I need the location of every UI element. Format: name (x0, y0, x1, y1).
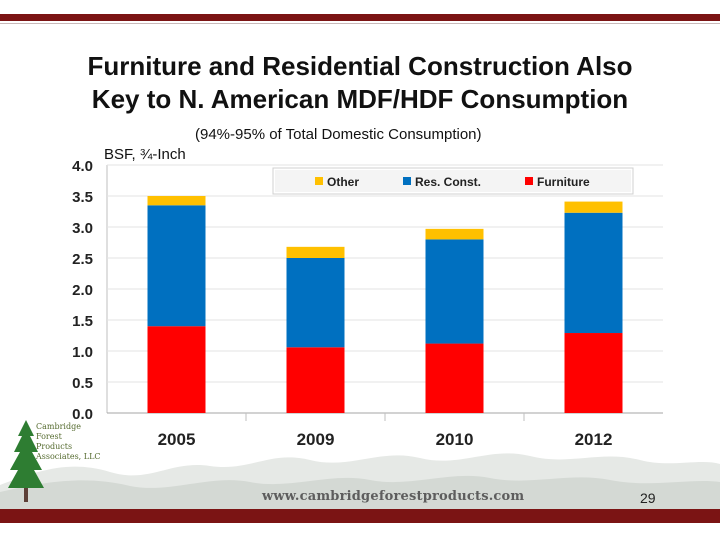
bar-segment-other-2012 (564, 201, 623, 213)
logo-line-1: Cambridge (36, 422, 81, 431)
bottom-accent-bar (0, 509, 720, 523)
slide-title-line-2: Key to N. American MDF/HDF Consumption (91, 84, 629, 114)
x-tick-labels: 2005 2009 2010 2012 (158, 430, 613, 449)
legend-label: Res. Const. (415, 175, 481, 189)
y-tick-label: 3.0 (72, 220, 93, 237)
slide-title: Furniture and Residential Construction A… (20, 50, 700, 116)
bar-segment-res-const-2009 (286, 258, 345, 348)
legend-label: Furniture (537, 175, 590, 189)
bar-segment-res-const-2012 (564, 212, 623, 334)
legend: Other Res. Const. Furniture (272, 167, 634, 195)
bar-segment-other-2005 (147, 196, 206, 206)
footer-hills-decoration (0, 453, 720, 510)
legend-label: Other (327, 175, 359, 189)
tree-icon (8, 420, 44, 502)
x-tick-label: 2010 (436, 430, 474, 449)
y-tick-label: 0.5 (72, 375, 93, 392)
y-axis-unit-label: BSF, ¾-Inch (104, 146, 186, 163)
y-tick-label: 2.0 (72, 282, 93, 299)
bar-segment-res-const-2010 (425, 239, 484, 344)
x-tick-label: 2005 (158, 430, 196, 449)
y-tick-label: 1.5 (72, 313, 93, 330)
logo-line-4: Associates, LLC (36, 452, 101, 461)
bar-segment-furniture-2009 (286, 347, 345, 413)
top-accent-bar (0, 14, 720, 21)
chart-subtitle: (94%-95% of Total Domestic Consumption) (195, 126, 482, 143)
website-url[interactable]: www.cambridgeforestproducts.com (262, 489, 525, 504)
bar-segment-furniture-2005 (147, 326, 206, 413)
stacked-bar-chart: 0.0 0.5 1.0 1.5 2.0 2.5 3.0 3.5 4.0 2005 2009 2010… (72, 158, 663, 449)
bar-segment-furniture-2010 (425, 343, 484, 413)
bar-segment-other-2010 (425, 228, 484, 240)
x-tick-label: 2009 (297, 430, 335, 449)
slide-title-line-1: Furniture and Residential Construction A… (87, 51, 633, 81)
bar-segment-furniture-2012 (564, 333, 623, 413)
bar-segment-res-const-2005 (147, 205, 206, 327)
y-tick-label: 1.0 (72, 344, 93, 361)
legend-swatch (525, 177, 533, 185)
top-divider-line (0, 23, 720, 24)
y-tick-label: 4.0 (72, 158, 93, 175)
legend-swatch (403, 177, 411, 185)
logo-line-3: Products (36, 442, 73, 451)
logo-line-2: Forest (36, 432, 62, 441)
bars (147, 196, 623, 413)
y-tick-label: 3.5 (72, 189, 93, 206)
y-tick-label: 0.0 (72, 406, 93, 423)
page-number: 29 (640, 490, 656, 506)
bar-segment-other-2009 (286, 246, 345, 258)
y-tick-labels: 0.0 0.5 1.0 1.5 2.0 2.5 3.0 3.5 4.0 (72, 158, 93, 423)
legend-swatch (315, 177, 323, 185)
legend-fill (275, 170, 631, 192)
x-tick-label: 2012 (575, 430, 613, 449)
y-tick-label: 2.5 (72, 251, 93, 268)
company-logo: Cambridge Forest Products Associates, LL… (6, 418, 116, 508)
